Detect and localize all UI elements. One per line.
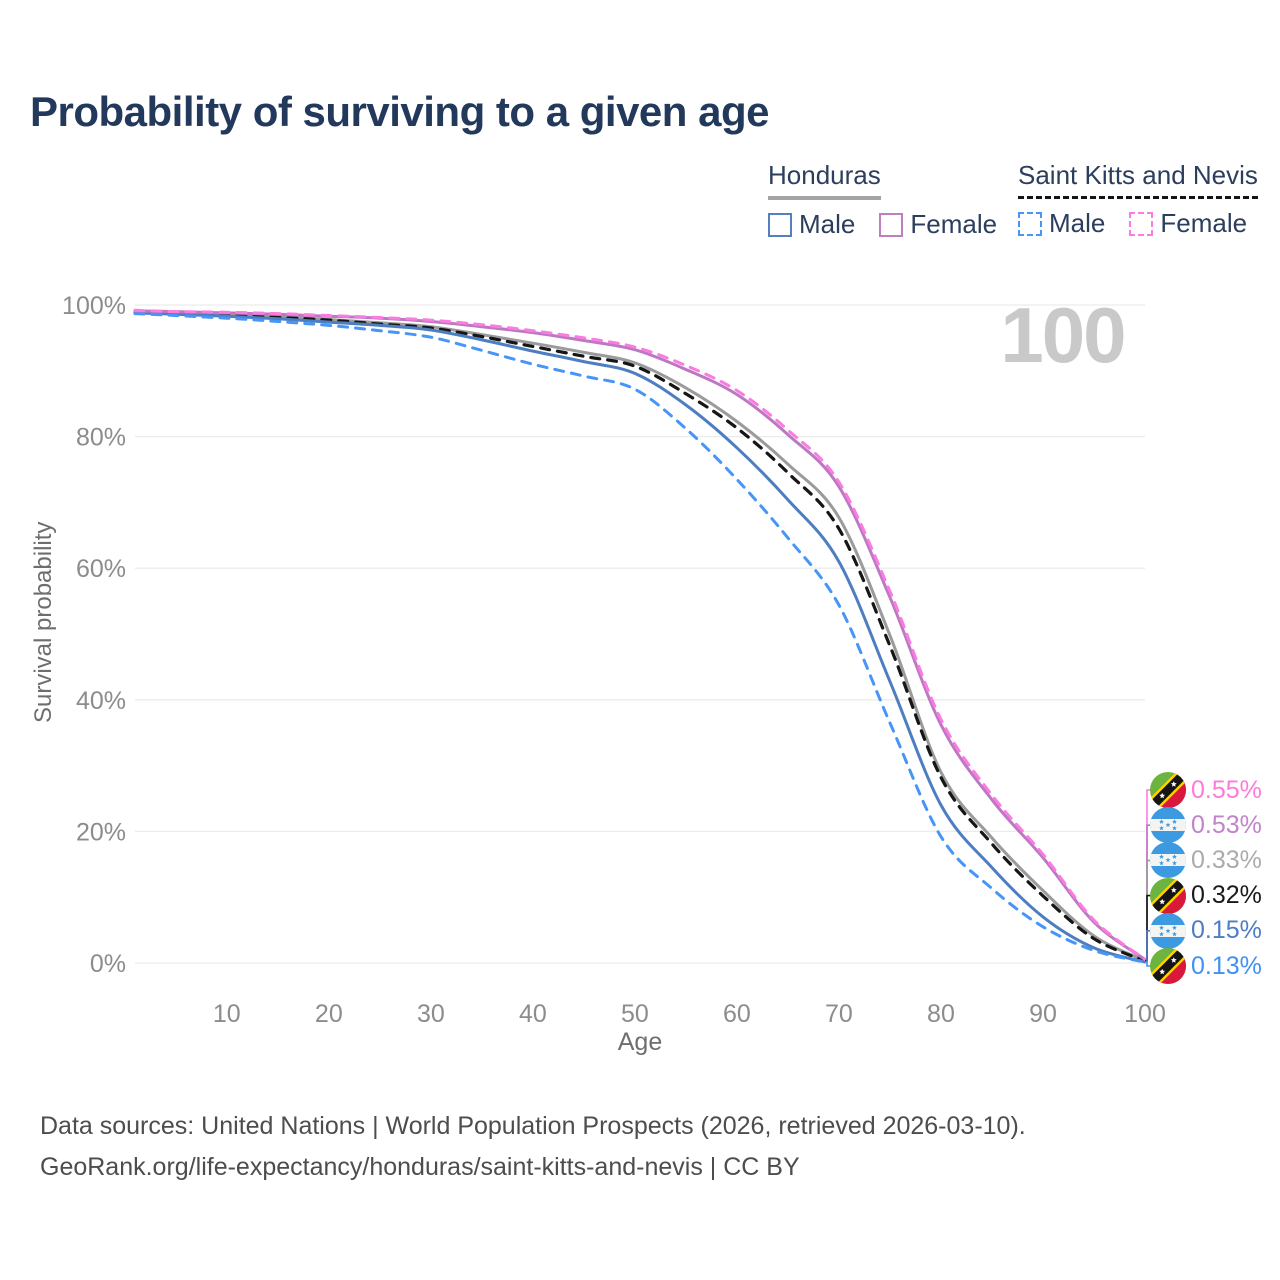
survival-chart-plot[interactable]: 0% 20% 40% 60% 80% 100% 10 20 30 40 50 60 70 80 90 100 [0,270,1280,1060]
legend-item-saint-kitts-female[interactable]: Female [1129,208,1247,239]
footer-source-line: Data sources: United Nations | World Pop… [40,1112,1026,1140]
x-tick-label: 60 [723,1000,751,1028]
legend-items-honduras: Male Female [768,209,997,240]
y-axis-title: Survival probability [30,521,57,723]
legend-item-label: Male [1049,208,1106,238]
honduras-flag-icon [1150,842,1186,879]
legend-item-saint-kitts-male[interactable]: Male [1018,208,1105,239]
legend-group-title-saint-kitts-and-nevis[interactable]: Saint Kitts and Nevis [1018,160,1258,199]
end-label-value: 0.32% [1191,881,1262,910]
legend-item-honduras-male[interactable]: Male [768,209,855,240]
x-tick-label: 90 [1029,1000,1057,1028]
honduras-male-swatch-icon [768,212,792,237]
series-line-hn-male[interactable] [133,311,1147,964]
legend-item-label: Female [910,209,998,239]
x-tick-label: 30 [417,1000,445,1028]
legend-items-saint-kitts-and-nevis: Male Female [1018,208,1258,239]
legend-item-honduras-female[interactable]: Female [879,209,997,240]
end-label-value: 0.15% [1191,916,1262,945]
x-tick-label: 50 [621,1000,649,1028]
x-tick-label: 40 [519,1000,547,1028]
legend-group-honduras: Honduras Male Female [768,160,997,240]
series-line-hn-total[interactable] [133,310,1147,963]
series-line-skn-total[interactable] [133,310,1147,963]
x-tick-label: 20 [315,1000,343,1028]
legend-item-label: Female [1160,208,1248,238]
y-tick-label: 80% [76,424,126,452]
end-label-value: 0.53% [1191,810,1262,839]
end-label-hn-female: 0.53% [1150,806,1262,844]
age-indicator: 100 [1000,291,1126,379]
saint-kitts-female-swatch-icon [1129,211,1154,236]
footer: Data sources: United Nations | World Pop… [40,1106,1026,1187]
end-label-connector-skn-total [1145,894,1153,962]
honduras-flag-icon [1150,807,1186,844]
legend-group-saint-kitts-and-nevis: Saint Kitts and Nevis Male Female [1018,160,1258,239]
x-axis-title: Age [617,1028,663,1056]
saint-kitts-and-nevis-flag-icon [1150,877,1186,914]
series-line-hn-female[interactable] [133,309,1147,961]
y-tick-label: 20% [76,818,126,846]
end-label-value: 0.55% [1191,775,1262,804]
legend-item-label: Male [799,209,856,239]
y-tick-label: 100% [62,292,126,320]
saint-kitts-and-nevis-flag-icon [1150,772,1186,808]
x-tick-label: 100 [1124,1000,1166,1028]
y-tick-label: 0% [90,950,126,978]
footer-attribution-line: GeoRank.org/life-expectancy/honduras/sai… [40,1152,800,1181]
series-line-skn-male[interactable] [133,312,1147,964]
saint-kitts-male-swatch-icon [1018,211,1042,236]
honduras-flag-icon [1150,912,1186,949]
honduras-female-swatch-icon [879,212,904,237]
end-label-skn-male: 0.13% [1150,947,1262,985]
y-tick-label: 60% [76,555,126,583]
x-tick-label: 80 [927,1000,955,1028]
page-title: Probability of surviving to a given age [30,88,769,135]
x-tick-label: 70 [825,1000,853,1028]
end-label-skn-female: 0.55% [1150,771,1262,809]
end-label-hn-male: 0.15% [1150,912,1262,950]
x-tick-label: 10 [213,1000,241,1028]
saint-kitts-and-nevis-flag-icon [1150,948,1186,984]
end-label-skn-total: 0.32% [1150,877,1262,915]
end-label-hn-total: 0.33% [1150,841,1262,879]
legend-group-title-honduras[interactable]: Honduras [768,160,881,200]
end-label-value: 0.13% [1191,951,1262,980]
end-label-value: 0.33% [1191,845,1262,874]
series-line-skn-female[interactable] [133,308,1147,961]
y-tick-label: 40% [76,687,126,715]
